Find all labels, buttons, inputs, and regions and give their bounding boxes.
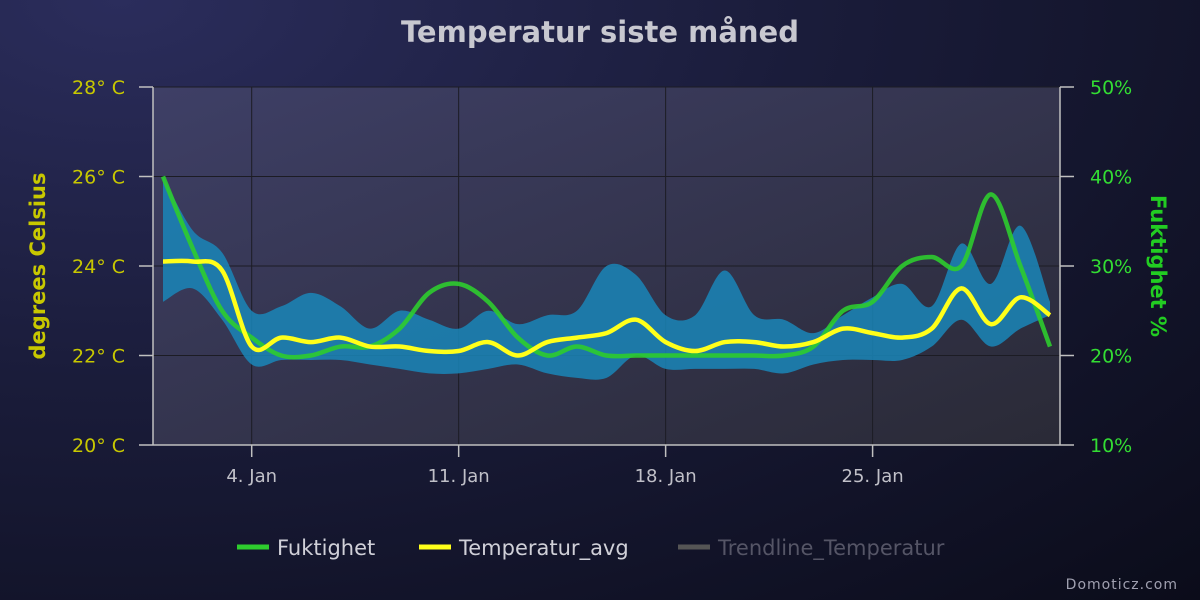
right-axis-tick-label: 30% <box>1090 256 1132 278</box>
axes: 20° C 22° C 24° C 26° C 28° C 10% 20% 30% 40% 50%… <box>72 77 1132 487</box>
legend-item-fuktighet[interactable]: Fuktighet <box>237 536 375 560</box>
right-axis-tick-label: 20% <box>1090 346 1132 368</box>
x-axis-tick-label: 4. Jan <box>226 466 277 487</box>
legend-label: Temperatur_avg <box>458 536 629 561</box>
credits-link[interactable]: Domoticz.com <box>1066 577 1178 593</box>
x-axis-tick-label: 18. Jan <box>635 466 697 487</box>
left-axis-tick-label: 28° C <box>72 77 125 99</box>
right-axis-title: Fuktighet % <box>1146 195 1170 337</box>
legend-item-temperatur-avg[interactable]: Temperatur_avg <box>419 536 629 561</box>
legend-label: Trendline_Temperatur <box>717 536 945 561</box>
right-axis-tick-label: 10% <box>1090 435 1132 457</box>
left-axis-tick-label: 22° C <box>72 346 125 368</box>
series-lines <box>160 175 1053 360</box>
left-axis-tick-label: 26° C <box>72 167 125 189</box>
legend-item-trendline-temperatur[interactable]: Trendline_Temperatur <box>678 536 945 561</box>
left-axis-tick-label: 24° C <box>72 256 125 278</box>
legend: Fuktighet Temperatur_avg Trendline_Tempera… <box>237 536 945 561</box>
left-axis-title: degrees Celsius <box>26 173 50 360</box>
right-axis-tick-label: 40% <box>1090 167 1132 189</box>
x-axis-tick-label: 25. Jan <box>842 466 904 487</box>
right-axis-tick-label: 50% <box>1090 77 1132 99</box>
chart-title: Temperatur siste måned <box>401 15 799 49</box>
x-axis-tick-label: 11. Jan <box>428 466 490 487</box>
series-line-temperatur-avg <box>162 258 1052 358</box>
legend-label: Fuktighet <box>277 536 375 560</box>
left-axis-tick-label: 20° C <box>72 435 125 457</box>
series-line-fuktighet <box>160 175 1053 360</box>
